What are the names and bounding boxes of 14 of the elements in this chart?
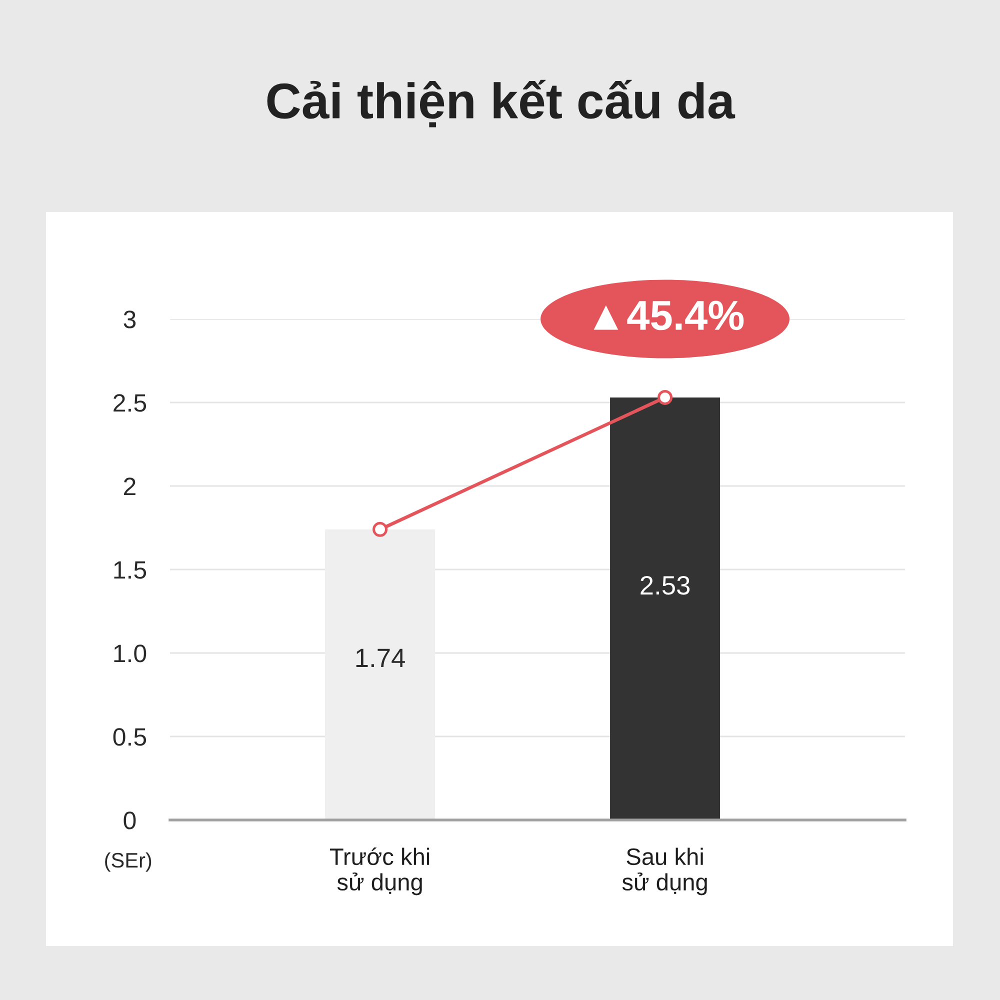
y-tick-label: 2.5 bbox=[114, 394, 146, 412]
data-label: 2.53 bbox=[640, 576, 690, 595]
y-tick-label: 2 bbox=[124, 478, 136, 496]
x-tick-label: Sau khi sử dụng bbox=[622, 848, 707, 896]
chart-title: Cải thiện kết cấu da bbox=[267, 80, 736, 128]
y-tick-label: 1.5 bbox=[114, 561, 146, 579]
y-tick-label: 1.0 bbox=[114, 644, 146, 662]
annotation: ▲45.4% bbox=[594, 300, 744, 330]
x-tick-label: Trước khi sử dụng bbox=[330, 848, 430, 896]
y-axis-title: (SEr) bbox=[105, 852, 152, 872]
y-tick-label: 3 bbox=[124, 310, 136, 328]
data-label: 1.74 bbox=[356, 648, 405, 668]
y-tick-label: 0 bbox=[124, 812, 136, 830]
y-tick-label: 0.5 bbox=[113, 728, 146, 746]
